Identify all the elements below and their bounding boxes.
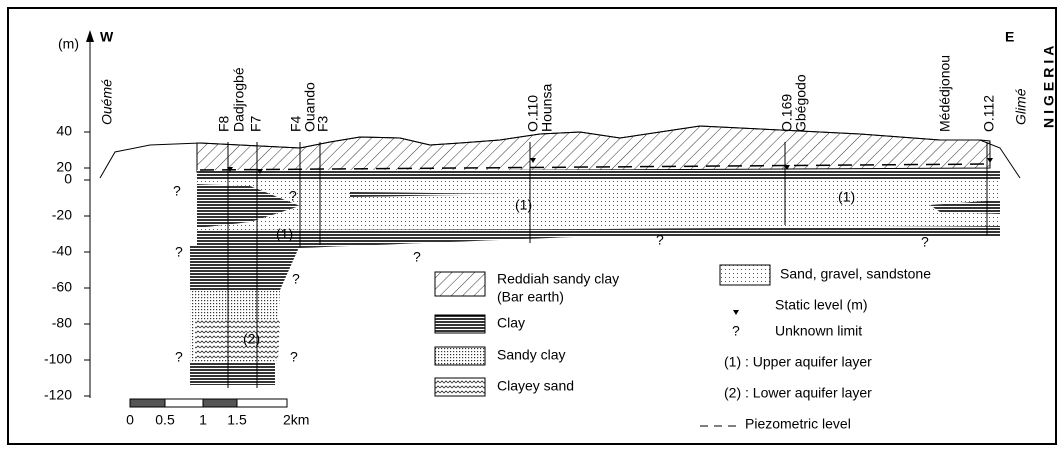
borehole-label: Hounsa (539, 84, 555, 132)
borehole-label: Gbégodo (793, 74, 809, 132)
y-tick-label: 40 (56, 123, 72, 139)
unknown-mark: ? (413, 249, 421, 265)
scale-segment (165, 399, 203, 407)
unknown-mark: ? (656, 232, 664, 248)
scale-segment (237, 399, 287, 407)
legend-label: Unknown limit (775, 323, 862, 339)
y-tick-label: -60 (52, 279, 72, 295)
legend-label: Clay (497, 315, 525, 331)
legend-swatch (435, 272, 485, 296)
aquifer-mark: (2) (243, 331, 260, 347)
place: Glimé (1013, 88, 1029, 125)
y-tick-label: -20 (52, 207, 72, 223)
scale-segment (203, 399, 237, 407)
clay-band (197, 170, 1000, 180)
scale-label: 0.5 (155, 412, 175, 428)
y-tick-label: -40 (52, 243, 72, 259)
y-tick-label: 0 (64, 171, 72, 187)
legend-label: Clayey sand (497, 378, 574, 394)
legend-swatch (435, 378, 485, 396)
legend-label: Static level (m) (775, 297, 868, 313)
unknown-mark: ? (175, 244, 183, 260)
legend-label: Piezometric level (745, 416, 851, 432)
aquifer-mark: (1) (276, 226, 293, 242)
borehole-label: F7 (248, 115, 264, 132)
y-tick-label: -100 (44, 351, 72, 367)
cross-section: (m)W40200-20-40-60-80-100-120F8Dadjrogbé… (0, 0, 1064, 452)
west-label: W (100, 29, 114, 45)
scale-label: 2km (283, 412, 309, 428)
scale-segment (130, 399, 165, 407)
legend-label: Reddiah sandy clay (497, 271, 619, 287)
borehole-label: F3 (315, 115, 331, 132)
deep-clay (190, 362, 275, 385)
legend-label: (Bar earth) (497, 289, 564, 305)
borehole-label: O.112 (981, 95, 997, 132)
aquifer-mark: (1) (838, 189, 855, 205)
aquifer-mark: (1) (515, 197, 532, 213)
scale-label: 1 (199, 412, 207, 428)
scale-label: 1.5 (227, 412, 247, 428)
legend-swatch (435, 347, 485, 365)
unknown-mark: ? (175, 349, 183, 365)
legend-swatch (435, 315, 485, 333)
legend-label: (1) : Upper aquifer layer (724, 354, 872, 370)
country: NIGERIA (1041, 42, 1057, 128)
place: Ouémé (99, 79, 115, 125)
legend-label: Sandy clay (497, 347, 565, 363)
borehole-label: Médédjonou (937, 55, 953, 132)
legend-label: Sand, gravel, sandstone (780, 266, 931, 282)
y-tick-label: -80 (52, 315, 72, 331)
unknown-mark: ? (921, 234, 929, 250)
borehole-label: Dadjrogbé (231, 67, 247, 132)
legend-label: (2) : Lower aquifer layer (724, 385, 872, 401)
legend-symbol: ? (732, 323, 740, 339)
y-tick-label: -120 (44, 387, 72, 403)
unknown-mark: ? (289, 188, 297, 204)
unknown-mark: ? (290, 349, 298, 365)
borehole-label: F8 (216, 115, 232, 132)
scale-label: 0 (126, 412, 134, 428)
clayey-sand (195, 320, 280, 360)
axis-unit: (m) (58, 36, 79, 52)
east-label: E (1005, 29, 1014, 45)
legend-swatch (720, 265, 770, 285)
unknown-mark: ? (173, 183, 181, 199)
unknown-mark: ? (292, 271, 300, 287)
